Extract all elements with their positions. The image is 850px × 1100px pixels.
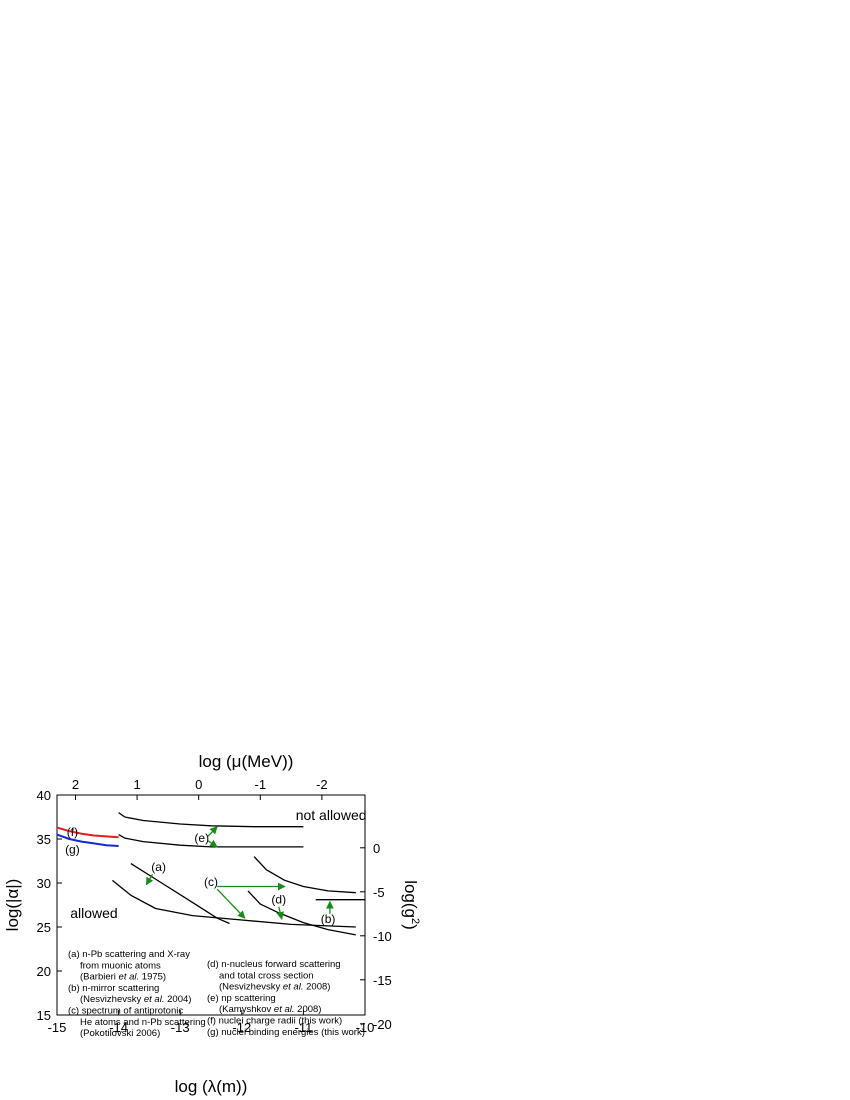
y-tick-label: 15 bbox=[37, 1008, 51, 1023]
legend-left-entry: (Pokotilovski 2006) bbox=[80, 1028, 160, 1039]
y-tick-label: 40 bbox=[37, 788, 51, 803]
right-tick-label: -5 bbox=[373, 885, 385, 900]
legend-left-entry: (b) n-mirror scattering bbox=[68, 983, 159, 994]
annotation-arrow bbox=[216, 888, 246, 919]
y-axis-title: log(|α|) bbox=[3, 879, 22, 932]
y-tick-label: 25 bbox=[37, 920, 51, 935]
region-labels: not allowed allowed bbox=[70, 807, 366, 921]
not-allowed-label: not allowed bbox=[296, 807, 367, 823]
y-tick-label: 30 bbox=[37, 876, 51, 891]
curve-label: (c) bbox=[204, 875, 218, 889]
series-g-line bbox=[56, 833, 119, 847]
curve-label: (e) bbox=[194, 831, 209, 845]
curve-label: (a) bbox=[151, 860, 166, 874]
curve-label: (b) bbox=[321, 912, 336, 926]
x-tick-label: -14 bbox=[109, 1020, 128, 1035]
annotation-arrows bbox=[145, 826, 334, 920]
plot-frame bbox=[56, 794, 366, 1016]
legend-left-entry: He atoms and n-Pb scattering bbox=[80, 1017, 206, 1028]
x-tick-label: -15 bbox=[48, 1020, 67, 1035]
allowed-label: allowed bbox=[70, 905, 117, 921]
series-d-upper-line bbox=[253, 856, 356, 894]
legend-left-entry: (Barbieri et al. 1975) bbox=[80, 972, 166, 983]
legend-right-entry: (Kamyshkov et al. 2008) bbox=[219, 1004, 321, 1015]
y-tick-label: 35 bbox=[37, 832, 51, 847]
curve-label: (g) bbox=[65, 843, 80, 857]
series-e-upper-line bbox=[118, 812, 304, 828]
right-tick-label: -20 bbox=[373, 1017, 392, 1032]
top-tick-label: 2 bbox=[72, 777, 79, 792]
x-tick-label: -11 bbox=[294, 1020, 312, 1035]
right-axis-title: log(g2) bbox=[401, 880, 421, 930]
top-tick-label: 0 bbox=[195, 777, 202, 792]
legend-left-entry: from muonic atoms bbox=[80, 960, 161, 971]
legend-left-entry: (c) spectrum of antiprotonic bbox=[68, 1006, 183, 1017]
series-c-line bbox=[111, 879, 356, 928]
legend-right-entry: (e) np scattering bbox=[207, 993, 276, 1004]
x-axis-title: log (λ(m)) bbox=[175, 1077, 248, 1096]
top-tick-label: -1 bbox=[254, 777, 266, 792]
top-axis-title: log (μ(MeV)) bbox=[199, 752, 294, 771]
annotation-arrow bbox=[207, 839, 218, 848]
annotation-arrow bbox=[207, 826, 218, 837]
annotation-arrow bbox=[145, 873, 154, 886]
legend-left-entry: (a) n-Pb scattering and X-ray bbox=[68, 949, 190, 960]
curve-label: (f) bbox=[67, 825, 78, 839]
legend-right-entry: (f) nuclei charge radii (this work) bbox=[207, 1016, 342, 1027]
y-tick-label: 20 bbox=[37, 964, 51, 979]
curve-label: (d) bbox=[271, 893, 286, 907]
legend-right-entry: and total cross section bbox=[219, 970, 314, 981]
legend-right-entry: (g) nuclei binding energies (this work) bbox=[207, 1027, 365, 1038]
series-d-lower-line bbox=[247, 890, 356, 936]
x-tick-label: -10 bbox=[356, 1020, 375, 1035]
series-f-line bbox=[56, 826, 119, 839]
legend-right-entry: (d) n-nucleus forward scattering bbox=[207, 959, 341, 970]
series-a-line bbox=[130, 863, 230, 925]
x-tick-label: -13 bbox=[171, 1020, 190, 1035]
top-tick-label: 1 bbox=[133, 777, 140, 792]
right-tick-label: -15 bbox=[373, 973, 392, 988]
top-tick-label: -2 bbox=[316, 777, 328, 792]
right-tick-label: 0 bbox=[373, 841, 380, 856]
annotation-arrow bbox=[276, 906, 284, 920]
legend-left-entry: (Nesvizhevsky et al. 2004) bbox=[80, 994, 191, 1005]
x-tick-label: -12 bbox=[232, 1020, 251, 1035]
chart-series bbox=[56, 812, 365, 936]
axis-ticks bbox=[56, 794, 366, 1025]
series-e-lower-line bbox=[118, 834, 304, 848]
right-tick-label: -10 bbox=[373, 929, 392, 944]
curve-labels: (a) (e) (c) (d) (b) (f) (g) bbox=[65, 825, 335, 926]
legend-right-entry: (Nesvizhevsky et al. 2008) bbox=[219, 982, 330, 993]
